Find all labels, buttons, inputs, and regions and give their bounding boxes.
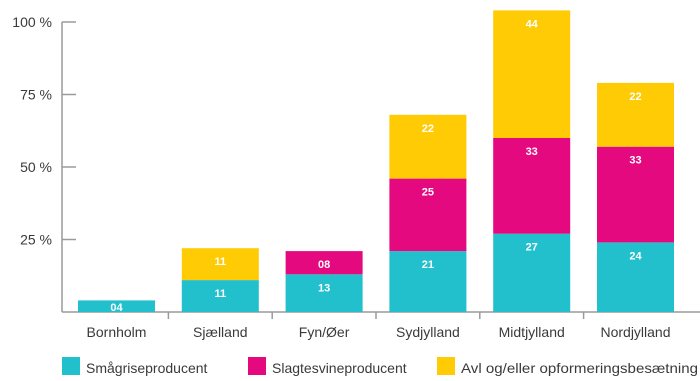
legend-swatch <box>437 357 455 375</box>
bar-segment <box>493 138 571 234</box>
bar-data-label: 11 <box>214 256 226 268</box>
bar-data-label: 22 <box>422 123 434 135</box>
bar-segment <box>285 251 363 275</box>
bar-data-label: 44 <box>526 18 539 30</box>
bar-data-label: 13 <box>318 282 330 294</box>
bar-data-label: 22 <box>629 91 641 103</box>
y-tick-label: 25 % <box>20 232 52 248</box>
category-label: Bornholm <box>87 324 147 340</box>
category-label: Sjælland <box>193 324 247 340</box>
bar-data-label: 21 <box>422 259 434 271</box>
legend-swatch <box>62 357 80 375</box>
y-tick-label: 50 % <box>20 159 52 175</box>
bar-segment <box>597 242 674 312</box>
category-labels: Bornholm Sjælland Fyn/Øer Sydjylland Midtjyl… <box>87 324 671 340</box>
bar-data-label: 25 <box>422 187 434 199</box>
category-label: Nordjylland <box>600 324 670 340</box>
bar-data-label: 33 <box>629 155 641 167</box>
category-label: Fyn/Øer <box>299 324 350 340</box>
bar-segment <box>597 82 674 147</box>
category-label: Midtjylland <box>499 324 565 340</box>
bar-segment <box>389 178 467 252</box>
bars: 04 11 11 13 08 21 25 22 27 33 44 24 33 22 <box>78 10 674 314</box>
bar-data-label: 33 <box>526 146 538 158</box>
legend: Smågriseproducent Slagtesvineproducent Avl… <box>62 357 698 376</box>
bar-data-label: 11 <box>214 288 226 300</box>
bar-segment <box>78 300 155 312</box>
y-tick-label: 75 % <box>20 87 52 103</box>
bar-segment <box>389 114 467 179</box>
bar-segment <box>181 280 259 312</box>
legend-label: Avl og/eller opformeringsbesætning <box>461 360 698 376</box>
legend-swatch <box>248 357 266 375</box>
bar-segment <box>493 10 571 138</box>
bar-data-label: 08 <box>318 259 330 271</box>
bar-segment <box>389 251 467 312</box>
y-axis-ticks: 25 % 50 % 75 % 100 % <box>12 14 76 248</box>
bar-segment <box>597 146 674 243</box>
bar-data-label: 04 <box>110 302 123 314</box>
bar-segment <box>493 233 571 312</box>
legend-label: Smågriseproducent <box>86 360 208 376</box>
category-label: Sydjylland <box>396 324 460 340</box>
bar-segment <box>181 248 259 281</box>
legend-label: Slagtesvineproducent <box>272 360 407 376</box>
bar-data-label: 24 <box>629 250 642 262</box>
bar-segment <box>285 274 363 312</box>
bar-data-label: 27 <box>526 242 538 254</box>
y-tick-label: 100 % <box>12 14 52 30</box>
